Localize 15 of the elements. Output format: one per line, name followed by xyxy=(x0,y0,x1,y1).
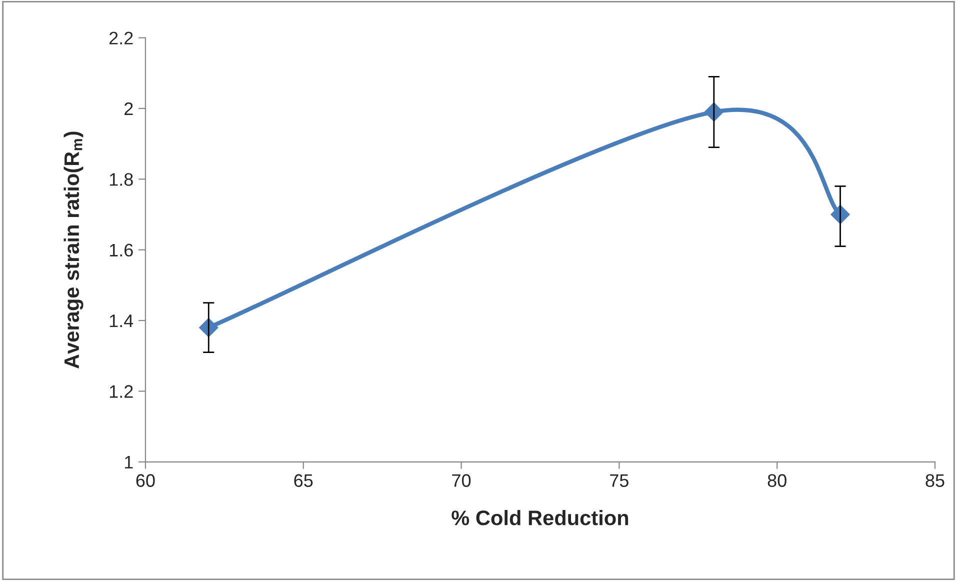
y-tick-label: 1.4 xyxy=(110,314,134,328)
x-axis-title: % Cold Reduction xyxy=(452,510,628,526)
x-tick-label: 70 xyxy=(452,474,471,487)
y-tick-label: 1.8 xyxy=(110,173,133,186)
y-axis-title: Average strain ratio(R$_{m}$) xyxy=(64,132,84,368)
x-tick-label: 85 xyxy=(926,474,944,487)
y-tick-label: 1 xyxy=(124,456,133,468)
x-tick-label: 80 xyxy=(768,474,786,487)
y-tick-label: 2.2 xyxy=(109,32,133,44)
x-tick-label: 60 xyxy=(136,474,155,487)
x-tick-label: 75 xyxy=(610,474,628,487)
x-tick-label: 65 xyxy=(294,474,313,487)
y-tick-label: 1.6 xyxy=(110,244,133,257)
y-tick-label: 1.2 xyxy=(110,385,133,398)
y-tick-label: 2 xyxy=(124,102,133,115)
